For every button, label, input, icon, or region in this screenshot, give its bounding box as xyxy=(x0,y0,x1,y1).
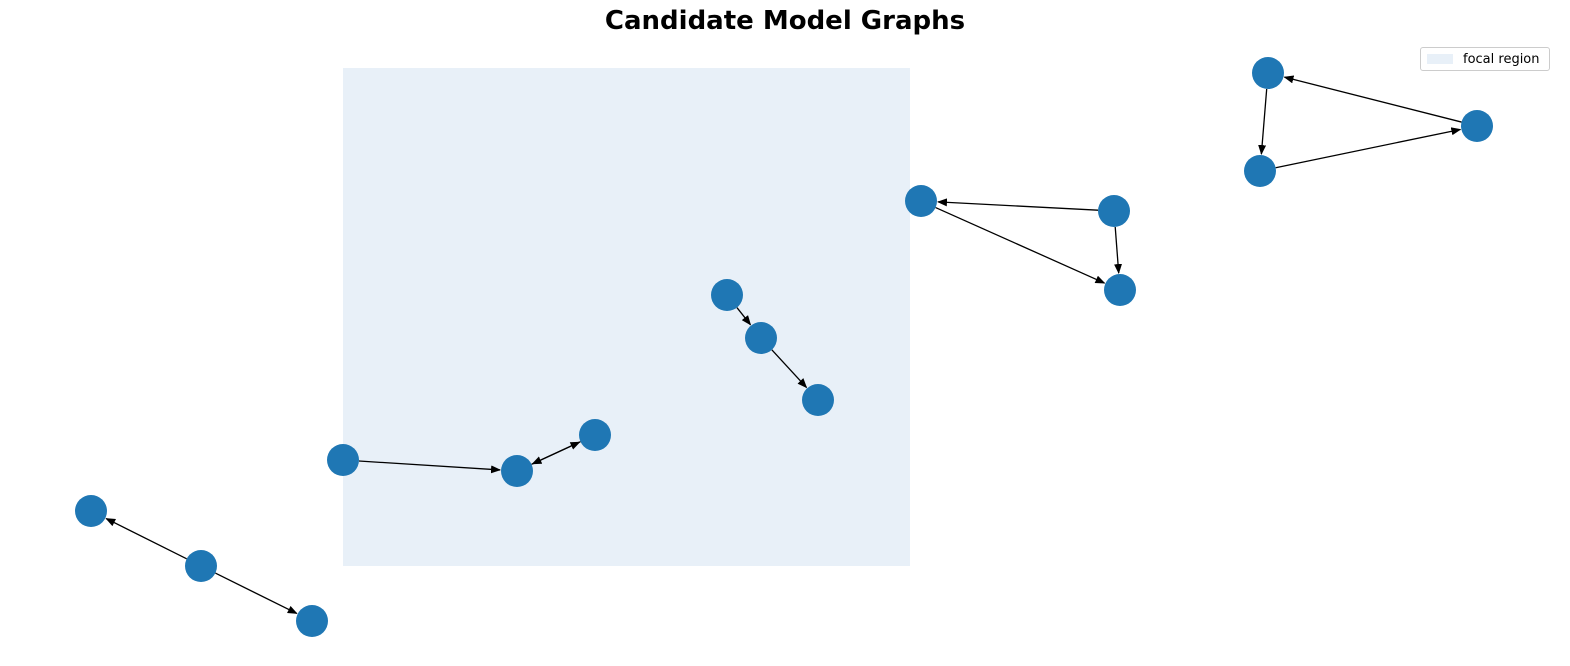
edge-g1-b-a xyxy=(105,518,187,560)
legend-label: focal region xyxy=(1463,51,1540,67)
edge-g4-b-a xyxy=(936,198,1099,211)
legend: focal region xyxy=(1420,47,1550,71)
node-g4-b xyxy=(1098,195,1130,227)
node-g4-a xyxy=(905,185,937,217)
node-g4-c xyxy=(1104,274,1136,306)
edge-g4-a-c xyxy=(935,206,1106,284)
focal-region xyxy=(343,68,910,566)
page-title: Candidate Model Graphs xyxy=(604,6,966,36)
node-g1-b xyxy=(185,550,217,582)
edge-g2-c-b xyxy=(531,441,581,465)
node-g3-c xyxy=(802,384,834,416)
edge-g5-c-a xyxy=(1283,75,1462,123)
edge-g1-b-c xyxy=(215,572,298,615)
node-g1-a xyxy=(75,495,107,527)
edge-g3-b-c xyxy=(771,349,808,389)
node-g5-a xyxy=(1252,57,1284,89)
edges-layer xyxy=(105,75,1462,615)
node-g2-b xyxy=(501,455,533,487)
edge-g4-b-c xyxy=(1114,226,1123,275)
node-g5-c xyxy=(1461,110,1493,142)
node-g2-a xyxy=(327,444,359,476)
node-g3-b xyxy=(745,322,777,354)
nodes-layer xyxy=(75,57,1493,637)
edge-g3-a-b xyxy=(736,307,752,326)
node-g5-b xyxy=(1244,155,1276,187)
edge-g5-a-b xyxy=(1258,88,1268,156)
node-g3-a xyxy=(711,279,743,311)
edge-g2-a-b xyxy=(358,460,502,474)
node-g1-c xyxy=(296,605,328,637)
edge-g5-b-c xyxy=(1275,127,1462,169)
node-g2-c xyxy=(579,419,611,451)
legend-swatch xyxy=(1427,54,1453,64)
